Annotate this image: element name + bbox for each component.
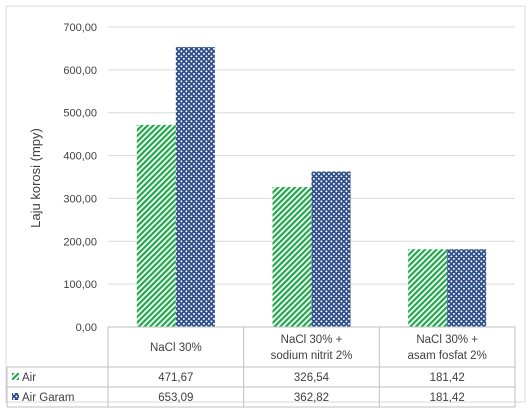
- y-axis-label: Laju korosi (mpy): [28, 128, 43, 228]
- category-label: NaCl 30% +: [281, 334, 343, 346]
- y-tick-label: 600,00: [63, 65, 97, 77]
- category-label: asam fosfat 2%: [408, 350, 487, 362]
- data-label: 181,42: [430, 372, 465, 384]
- y-axis-ticks: 0,00 100,00 200,00 300,00 400,00 500,00 600,00…: [63, 22, 97, 334]
- bar-air: [272, 187, 312, 327]
- legend-key-air-garam: [12, 393, 19, 400]
- y-tick-label: 500,00: [63, 108, 97, 120]
- bar-air: [408, 249, 448, 327]
- bars: [136, 47, 487, 328]
- legend-label: Air: [22, 372, 36, 384]
- y-tick-label: 0,00: [76, 322, 97, 334]
- y-tick-label: 100,00: [63, 279, 97, 291]
- category-label: NaCl 30%: [150, 342, 202, 354]
- data-label: 181,42: [430, 392, 465, 404]
- category-label: NaCl 30% +: [416, 334, 478, 346]
- data-label: 326,54: [294, 372, 330, 384]
- data-label: 362,82: [294, 392, 329, 404]
- y-tick-label: 300,00: [63, 193, 97, 205]
- category-label: sodium nitrit 2%: [271, 350, 353, 362]
- chart-border: [5, 5, 526, 403]
- bar-air-garam: [311, 171, 351, 327]
- data-label: 471,67: [158, 372, 193, 384]
- bar-air-garam: [175, 47, 215, 328]
- legend-key-air: [12, 373, 19, 380]
- data-label: 653,09: [158, 392, 193, 404]
- y-tick-label: 700,00: [63, 22, 97, 34]
- bar-air-garam: [447, 249, 487, 327]
- bar-air: [136, 124, 176, 327]
- y-tick-label: 200,00: [63, 236, 97, 248]
- legend-label: Air Garam: [22, 392, 74, 404]
- data-table: NaCl 30% NaCl 30% + sodium nitrit 2% NaCl 3…: [6, 326, 516, 408]
- y-tick-label: 400,00: [63, 151, 97, 163]
